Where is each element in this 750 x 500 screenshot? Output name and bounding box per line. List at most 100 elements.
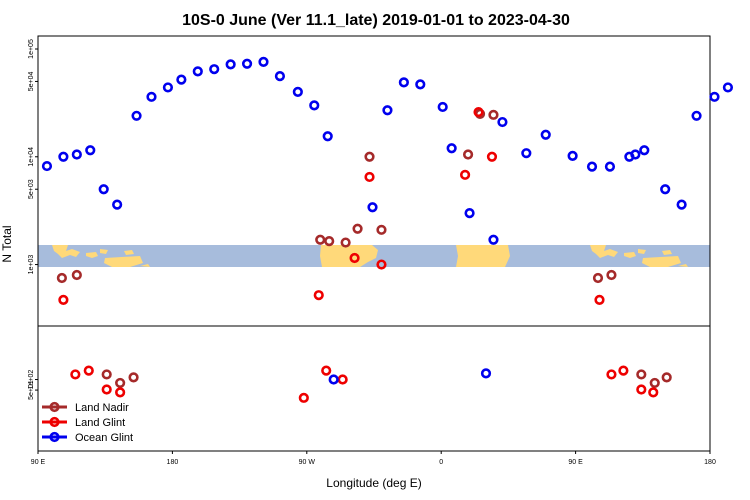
ocean-glint-point [497, 116, 508, 128]
ocean-glint-point [225, 59, 236, 70]
land-glint-point [349, 252, 360, 264]
x-axis-label: Longitude (deg E) [326, 476, 421, 490]
land-glint-point [70, 369, 81, 380]
land-glint-point [313, 290, 324, 301]
ocean-glint-point [437, 101, 448, 113]
land-nadir-point [56, 272, 67, 284]
ocean-glint-point [162, 82, 174, 93]
x-axis: 90 E 180 90 W 0 90 E 180 [31, 451, 716, 466]
ocean-glint-point [328, 374, 339, 385]
land-nadir-point [649, 377, 660, 389]
plot-frame [37, 35, 711, 452]
map-land-14 [678, 264, 688, 267]
land-glint-point [459, 169, 471, 180]
ocean-glint-point [98, 184, 109, 195]
ocean-glint-point [630, 149, 641, 160]
land-nadir-point [636, 369, 647, 380]
map-land-11 [638, 249, 646, 254]
ocean-glint-point [146, 91, 157, 102]
ocean-glint-point [309, 100, 320, 111]
x-tick-label: 90 E [568, 459, 583, 466]
y-tick-label: 5e+01 [28, 380, 35, 400]
x-tick-label: 180 [167, 459, 179, 466]
land-nadir-point [324, 236, 335, 247]
legend-label-land-nadir: Land Nadir [75, 402, 129, 414]
land-nadir-point [128, 372, 139, 383]
land-glint-point [473, 106, 484, 118]
ocean-glint-point [71, 149, 82, 160]
map-land-6 [140, 264, 150, 267]
ocean-glint-point [488, 234, 499, 245]
y-tick-label: 1e+02 [28, 370, 35, 390]
ocean-glint-point [415, 79, 426, 90]
ocean-glint-point [480, 368, 492, 379]
legend-marker-land-glint [49, 416, 60, 428]
data-points [41, 56, 734, 403]
map-land-13 [662, 250, 672, 255]
y-tick-label: 1e+04 [28, 147, 35, 167]
ocean-glint-point [176, 74, 187, 85]
land-nadir-point [462, 149, 474, 160]
land-glint-point [115, 387, 126, 398]
map-land-8 [456, 245, 510, 267]
land-nadir-point [376, 224, 387, 235]
map-land-9 [590, 245, 618, 258]
ocean-glint-point [567, 150, 578, 161]
ocean-glint-point [192, 66, 203, 77]
ocean-glint-point [639, 145, 650, 156]
y-axis-label: N Total [0, 225, 14, 262]
y-tick-label: 5e+04 [28, 72, 35, 92]
land-glint-point [337, 374, 348, 385]
ocean-glint-point [398, 77, 409, 88]
chart-title: 10S-0 June (Ver 11.1_late) 2019-01-01 to… [182, 12, 570, 29]
ocean-glint-point [367, 202, 378, 213]
legend-marker-land-nadir [49, 401, 60, 413]
land-nadir-point [592, 272, 604, 284]
ocean-glint-point [660, 184, 671, 195]
x-tick-label: 0 [439, 459, 443, 466]
map-land-10 [624, 252, 636, 258]
land-glint-point [298, 392, 309, 403]
ocean-glint-point [274, 71, 286, 82]
ocean-glint-point [85, 145, 96, 156]
land-glint-point [636, 384, 647, 395]
ocean-glint-point [586, 161, 598, 172]
map-land-4 [104, 256, 143, 267]
ocean-glint-point [209, 64, 220, 75]
map-land-2 [86, 252, 98, 258]
land-nadir-point [340, 237, 351, 248]
ocean-glint-point [540, 129, 551, 140]
ocean-glint-point [131, 110, 142, 121]
ocean-glint-point [292, 86, 303, 97]
legend: Land Nadir Land Glint Ocean Glint [42, 401, 133, 444]
land-glint-point [83, 365, 94, 376]
land-nadir-point [661, 372, 672, 383]
y-tick-label: 1e+03 [28, 255, 35, 275]
ocean-glint-point [58, 151, 69, 162]
land-glint-point [648, 387, 659, 398]
legend-label-land-glint: Land Glint [75, 417, 125, 429]
land-glint-point [376, 259, 387, 270]
land-glint-point [618, 365, 629, 376]
land-glint-point [101, 384, 112, 395]
ocean-glint-point [382, 105, 393, 116]
land-nadir-point [352, 223, 363, 234]
land-nadir-point [315, 234, 326, 245]
ocean-glint-point [41, 160, 53, 172]
ocean-glint-point [521, 148, 532, 159]
map-land-7 [320, 245, 378, 267]
ocean-glint-point [676, 199, 687, 210]
ocean-glint-point [464, 208, 475, 219]
ocean-glint-point [709, 91, 720, 102]
map-land-3 [100, 249, 108, 254]
land-nadir-point [71, 269, 82, 281]
ocean-glint-point [258, 56, 269, 67]
land-nadir-point [101, 369, 112, 380]
ocean-glint-point [446, 143, 457, 154]
x-tick-label: 90 W [299, 459, 316, 466]
ocean-glint-point [112, 199, 123, 210]
x-tick-label: 180 [704, 459, 716, 466]
x-tick-label: 90 E [31, 459, 46, 466]
land-glint-point [606, 369, 617, 380]
